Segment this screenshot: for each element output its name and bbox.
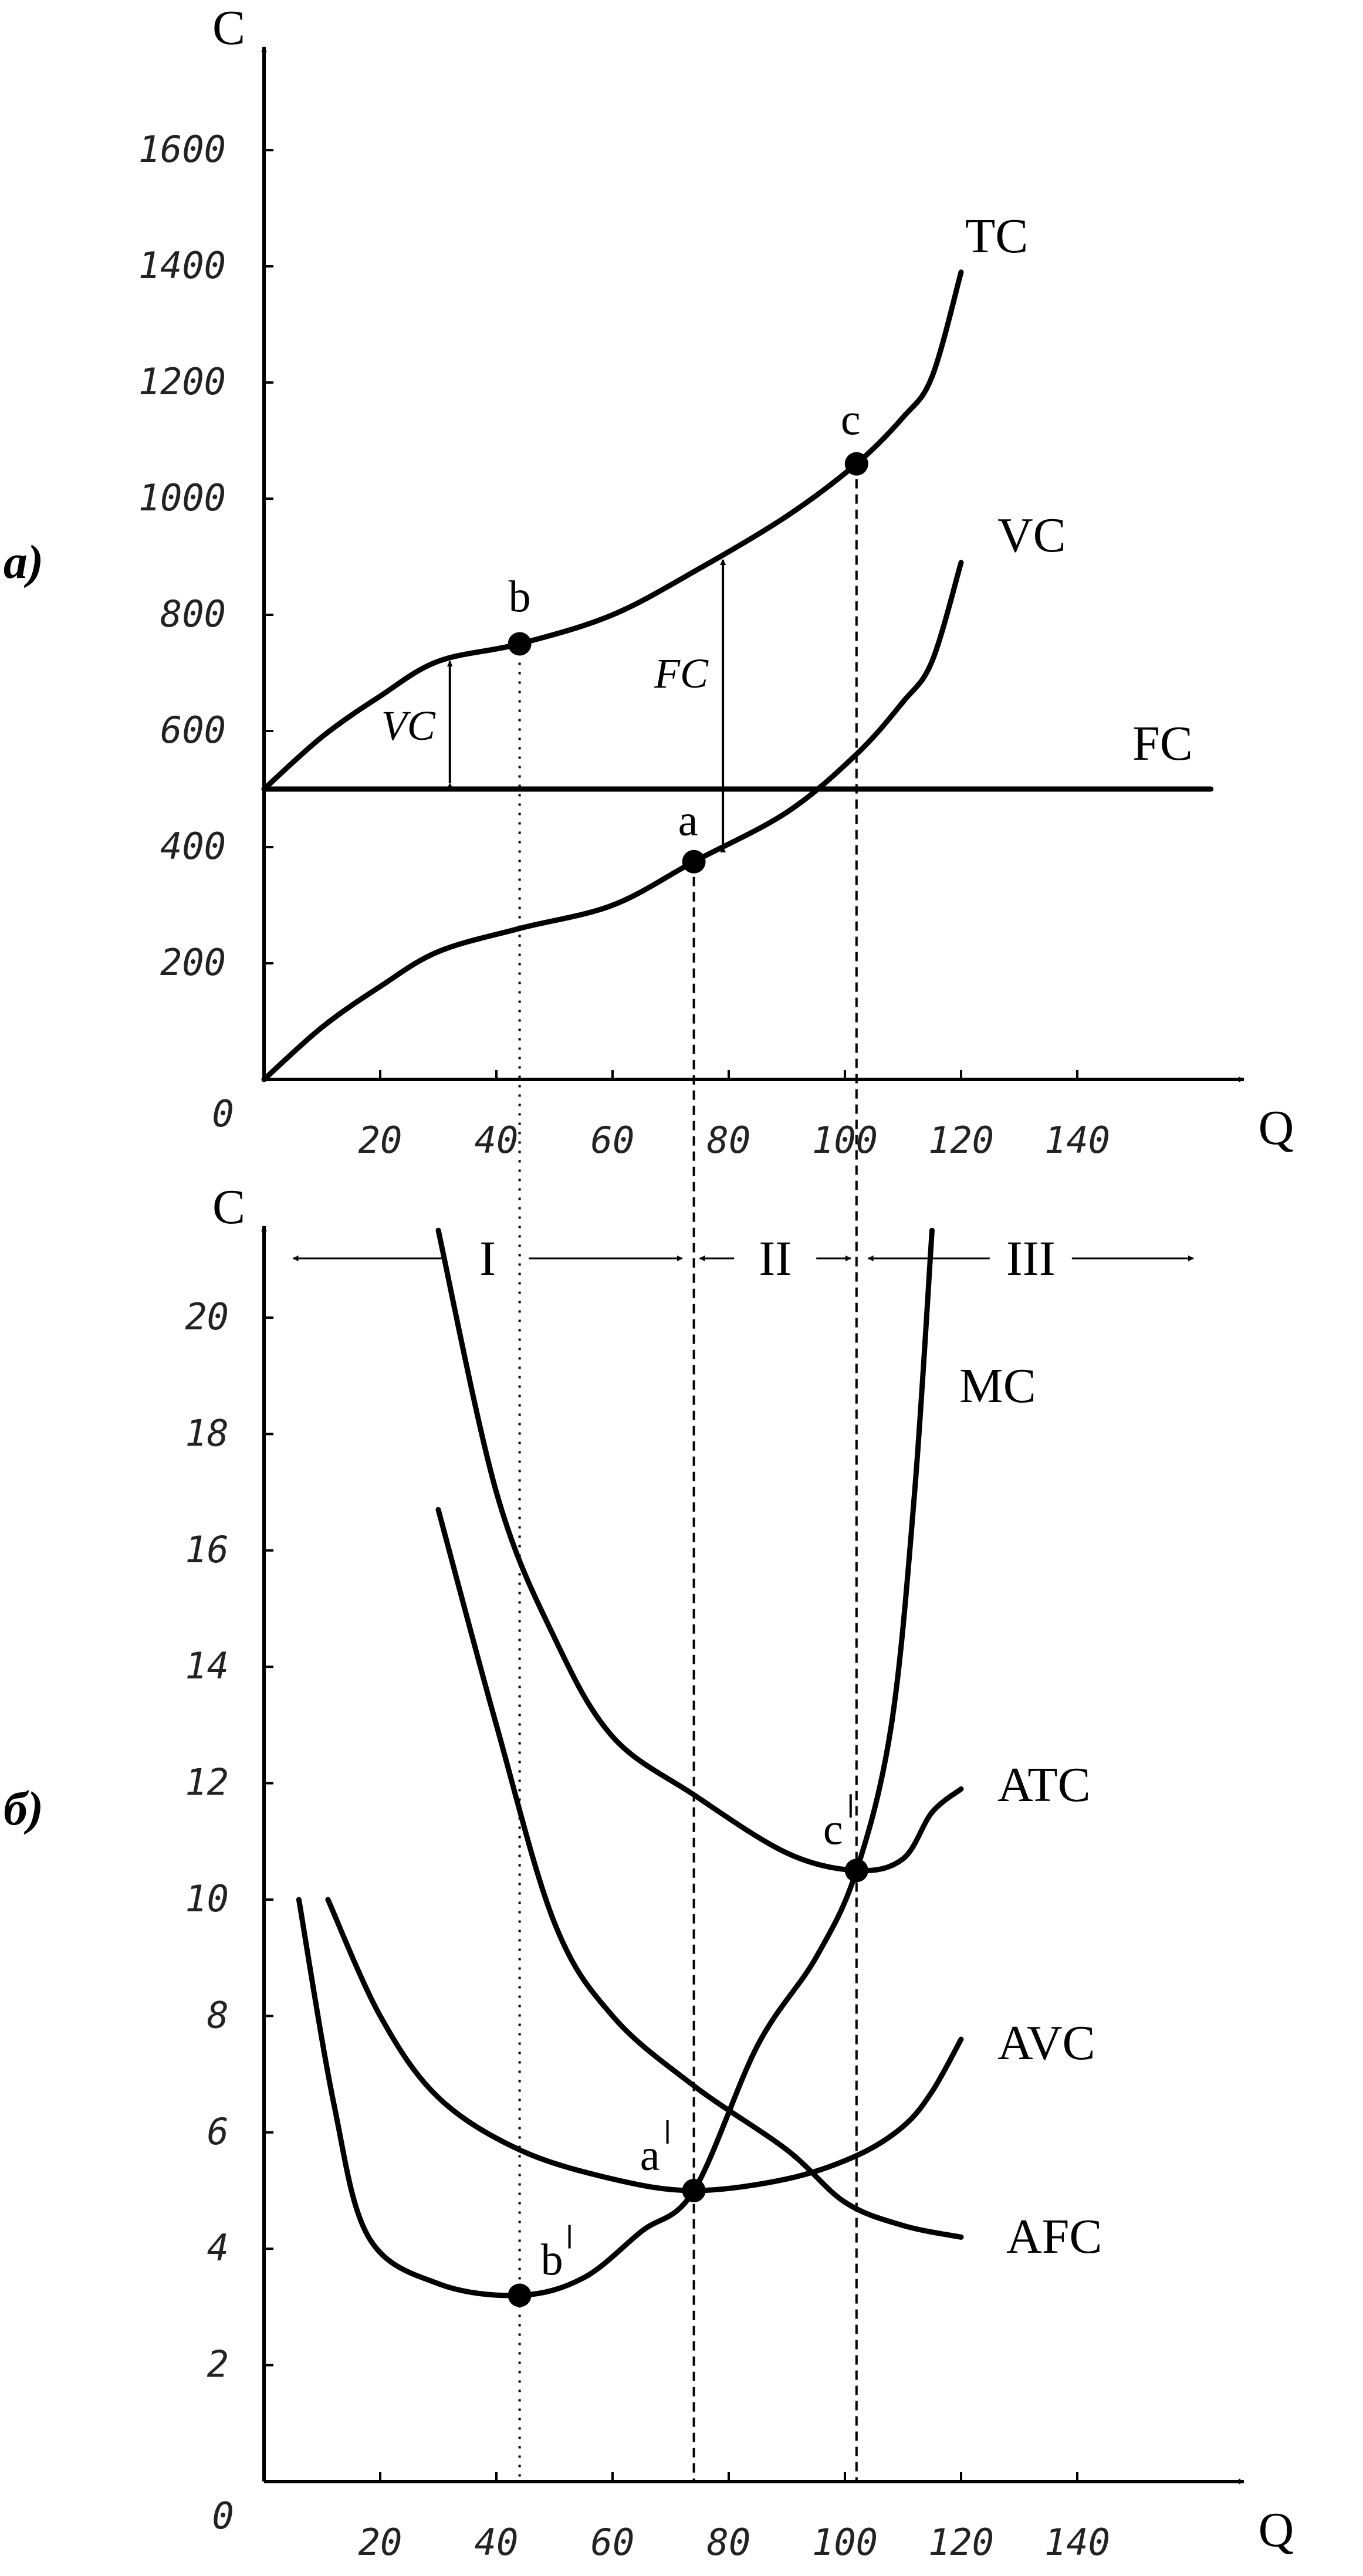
point-b-prime-label: b [541, 2236, 563, 2285]
region-I-label: I [479, 1231, 496, 1286]
point-c-label: c [841, 395, 861, 445]
point-b-prime [508, 2283, 532, 2307]
panel-b-x-tick-label: 20 [358, 2521, 403, 2564]
panel-a-y-tick-label: 800 [160, 593, 226, 635]
panel-a-y-tick-label: 600 [160, 709, 226, 752]
region-II-label: II [759, 1231, 792, 1286]
panel-b-x-tick-label: 80 [707, 2521, 751, 2564]
panel-b-y-tick-label: 8 [207, 1993, 229, 2036]
series-vc-curve [261, 560, 964, 1082]
series-mc-label: MC [959, 1359, 1036, 1413]
point-a-prime-label: a [640, 2131, 660, 2180]
panel-b-x-tick-label: 60 [591, 2521, 635, 2564]
panel-a-y-tick-label: 1400 [138, 244, 226, 287]
series-avc-curve [325, 1897, 964, 2194]
vc-arrow-label: VC [381, 702, 436, 749]
panel-a-x-tick-label: 20 [358, 1119, 403, 1162]
panel-b-y-axis-label: C [212, 1180, 245, 1234]
panel-b-y-tick-label: 12 [185, 1761, 229, 1804]
panel-a-y-tick-label: 1200 [138, 360, 226, 403]
guide-lines [518, 463, 858, 2482]
panel-a-x-axis-label: Q [1259, 1101, 1294, 1155]
panel-a-y-tick-label: 1600 [138, 128, 226, 171]
panel-b-x-axis-label: Q [1259, 2503, 1294, 2557]
panel-b-y-tick-label: 2 [207, 2343, 229, 2386]
panel-b-x-tick-label: 140 [1044, 2521, 1110, 2564]
panel-b-y-tick-label: 18 [185, 1411, 229, 1454]
panel-b-y-tick-label: 4 [207, 2226, 229, 2269]
series-fc-label: FC [1132, 716, 1193, 771]
fc-arrow-label: FC [654, 650, 709, 697]
series-mc-curve [296, 1227, 935, 2299]
series-tc-curve [261, 269, 964, 792]
panel-b-y-tick-label: 6 [207, 2110, 229, 2153]
panel-a-y-tick-label: 1000 [138, 476, 226, 519]
panel-a-x-tick-label: 140 [1044, 1119, 1110, 1162]
panel-b-y-tick-label: 20 [185, 1295, 229, 1338]
series-avc-label: AVC [997, 2016, 1095, 2070]
point-a-label: a [678, 796, 698, 845]
series-afc-label: AFC [1006, 2209, 1102, 2264]
panel-b-x-tick-label: 120 [928, 2521, 994, 2564]
panel-a-label: a) [4, 535, 43, 588]
panel-b-x-tick-label: 40 [475, 2521, 519, 2564]
panel-b-x-tick-label: 100 [812, 2521, 878, 2564]
series-atc-label: ATC [997, 1758, 1091, 1812]
series-atc-curve [435, 1227, 964, 1874]
average-marginal-cost-chart: 2 4 6 8 10 12 14 16 18 20 20 40 60 80 100 120 140 0 C Qб) MC… [4, 1180, 1294, 2564]
panel-a-origin-label: 0 [212, 1092, 234, 1135]
series-vc-label: VC [997, 508, 1066, 563]
region-III-label: III [1006, 1231, 1056, 1286]
panel-a-x-tick-label: 60 [591, 1119, 635, 1162]
panel-a-x-tick-label: 40 [475, 1119, 519, 1162]
panel-a-x-tick-label: 80 [707, 1119, 751, 1162]
panel-b-y-tick-label: 14 [185, 1644, 229, 1687]
panel-a-y-axis-label: C [212, 1, 245, 55]
point-b-label: b [509, 573, 531, 622]
series-afc-curve [435, 1507, 964, 2240]
panel-a-y-tick-label: 200 [160, 941, 226, 984]
point-c-prime-label: c [823, 1805, 843, 1854]
panel-b-label: б) [4, 1782, 43, 1835]
panel-b-y-tick-label: 10 [185, 1877, 229, 1920]
series-tc-label: TC [965, 209, 1028, 263]
panel-b-origin-label: 0 [212, 2494, 234, 2537]
panel-b-y-tick-label: 16 [185, 1528, 229, 1571]
panel-a-y-tick-label: 400 [160, 825, 226, 868]
panel-a-x-tick-label: 100 [812, 1119, 878, 1162]
panel-a-x-tick-label: 120 [928, 1119, 994, 1162]
